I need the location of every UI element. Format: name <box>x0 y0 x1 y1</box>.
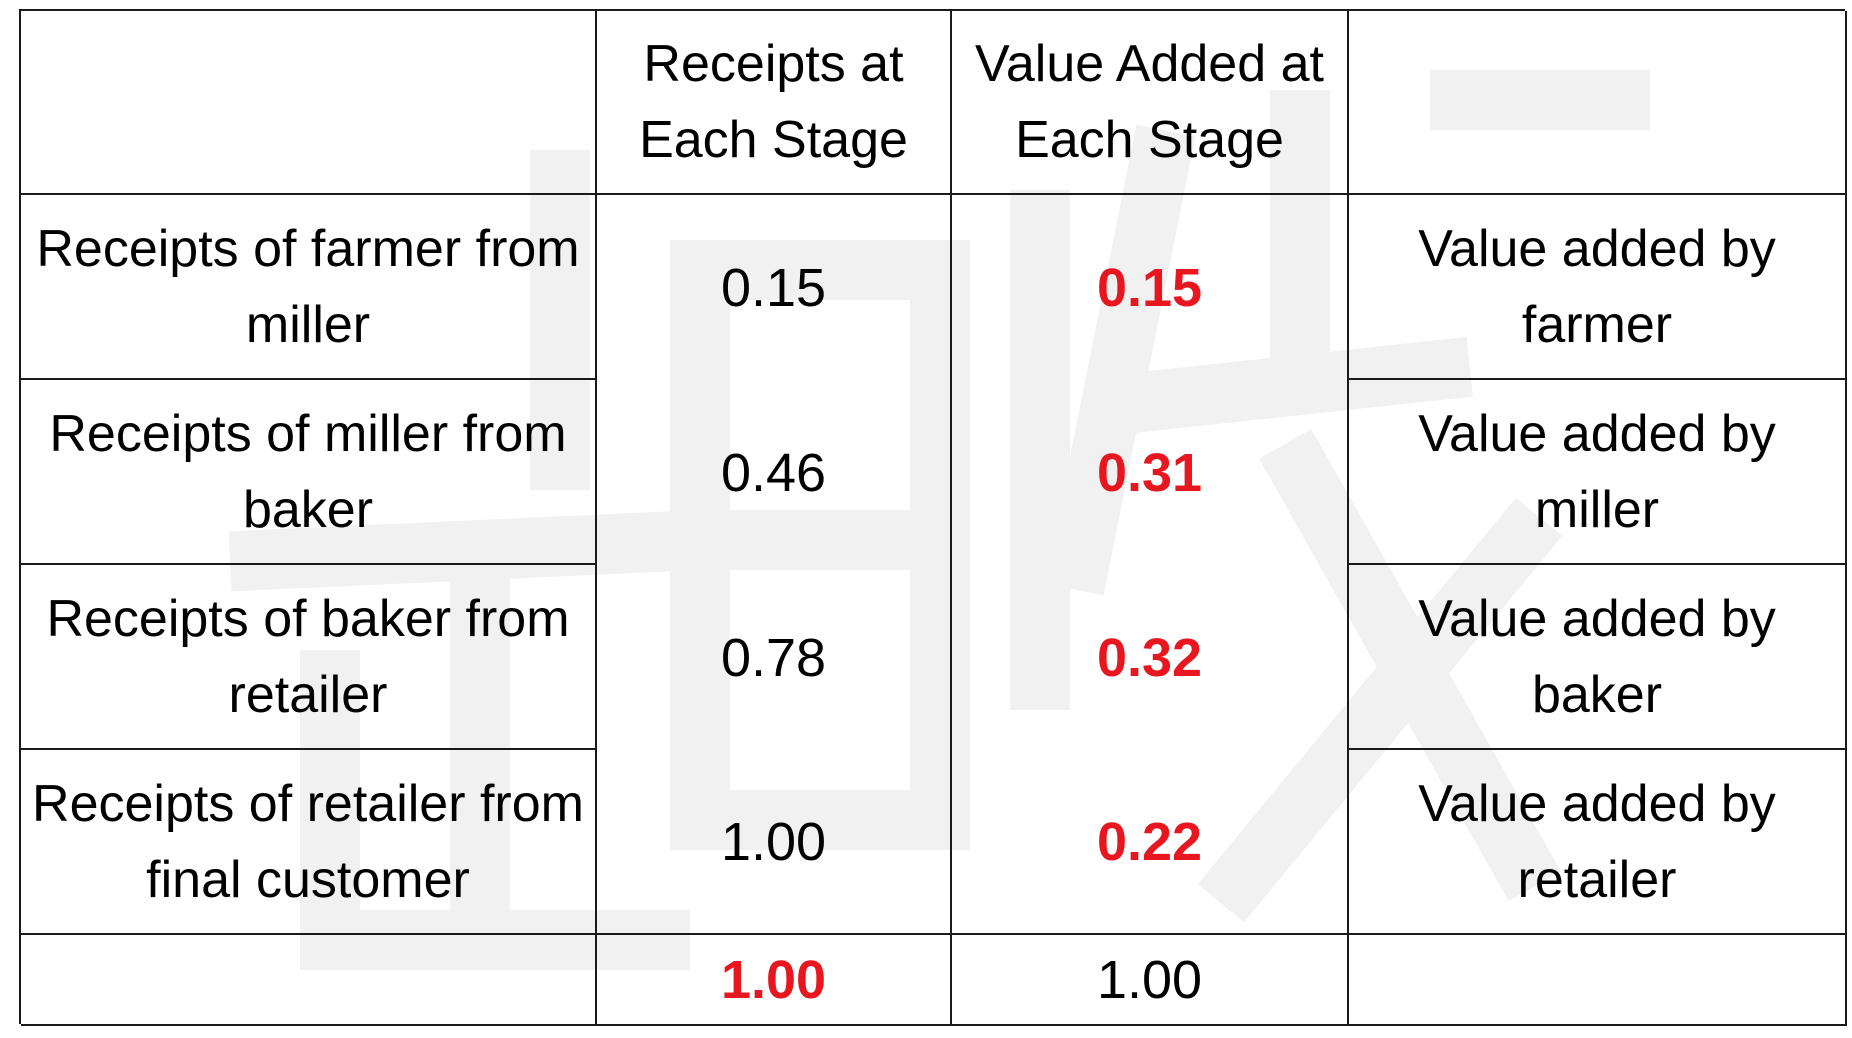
header-value-added: Value Added at Each Stage <box>952 11 1349 195</box>
receipts-baker: 0.78 <box>597 565 952 750</box>
va-label-retailer: Value added by retailer <box>1349 750 1847 935</box>
receipts-retailer: 1.00 <box>597 750 952 935</box>
total-value-added: 1.00 <box>952 935 1349 1026</box>
totals-empty-cell-right <box>1349 935 1847 1026</box>
header-empty-cell-right <box>1349 11 1847 195</box>
row-label-retailer: Receipts of retailer from final customer <box>21 750 597 935</box>
value-added-table: Receipts at Each Stage Value Added at Ea… <box>19 9 1847 1026</box>
row-label-baker: Receipts of baker from retailer <box>21 565 597 750</box>
value-added-retailer: 0.22 <box>952 750 1349 935</box>
row-label-farmer: Receipts of farmer from miller <box>21 195 597 380</box>
receipts-farmer: 0.15 <box>597 195 952 380</box>
value-added-miller: 0.31 <box>952 380 1349 565</box>
va-label-baker: Value added by baker <box>1349 565 1847 750</box>
va-label-miller: Value added by miller <box>1349 380 1847 565</box>
totals-empty-cell <box>21 935 597 1026</box>
value-added-baker: 0.32 <box>952 565 1349 750</box>
receipts-miller: 0.46 <box>597 380 952 565</box>
value-added-farmer: 0.15 <box>952 195 1349 380</box>
header-empty-cell <box>21 11 597 195</box>
total-receipts: 1.00 <box>597 935 952 1026</box>
va-label-farmer: Value added by farmer <box>1349 195 1847 380</box>
header-receipts: Receipts at Each Stage <box>597 11 952 195</box>
row-label-miller: Receipts of miller from baker <box>21 380 597 565</box>
